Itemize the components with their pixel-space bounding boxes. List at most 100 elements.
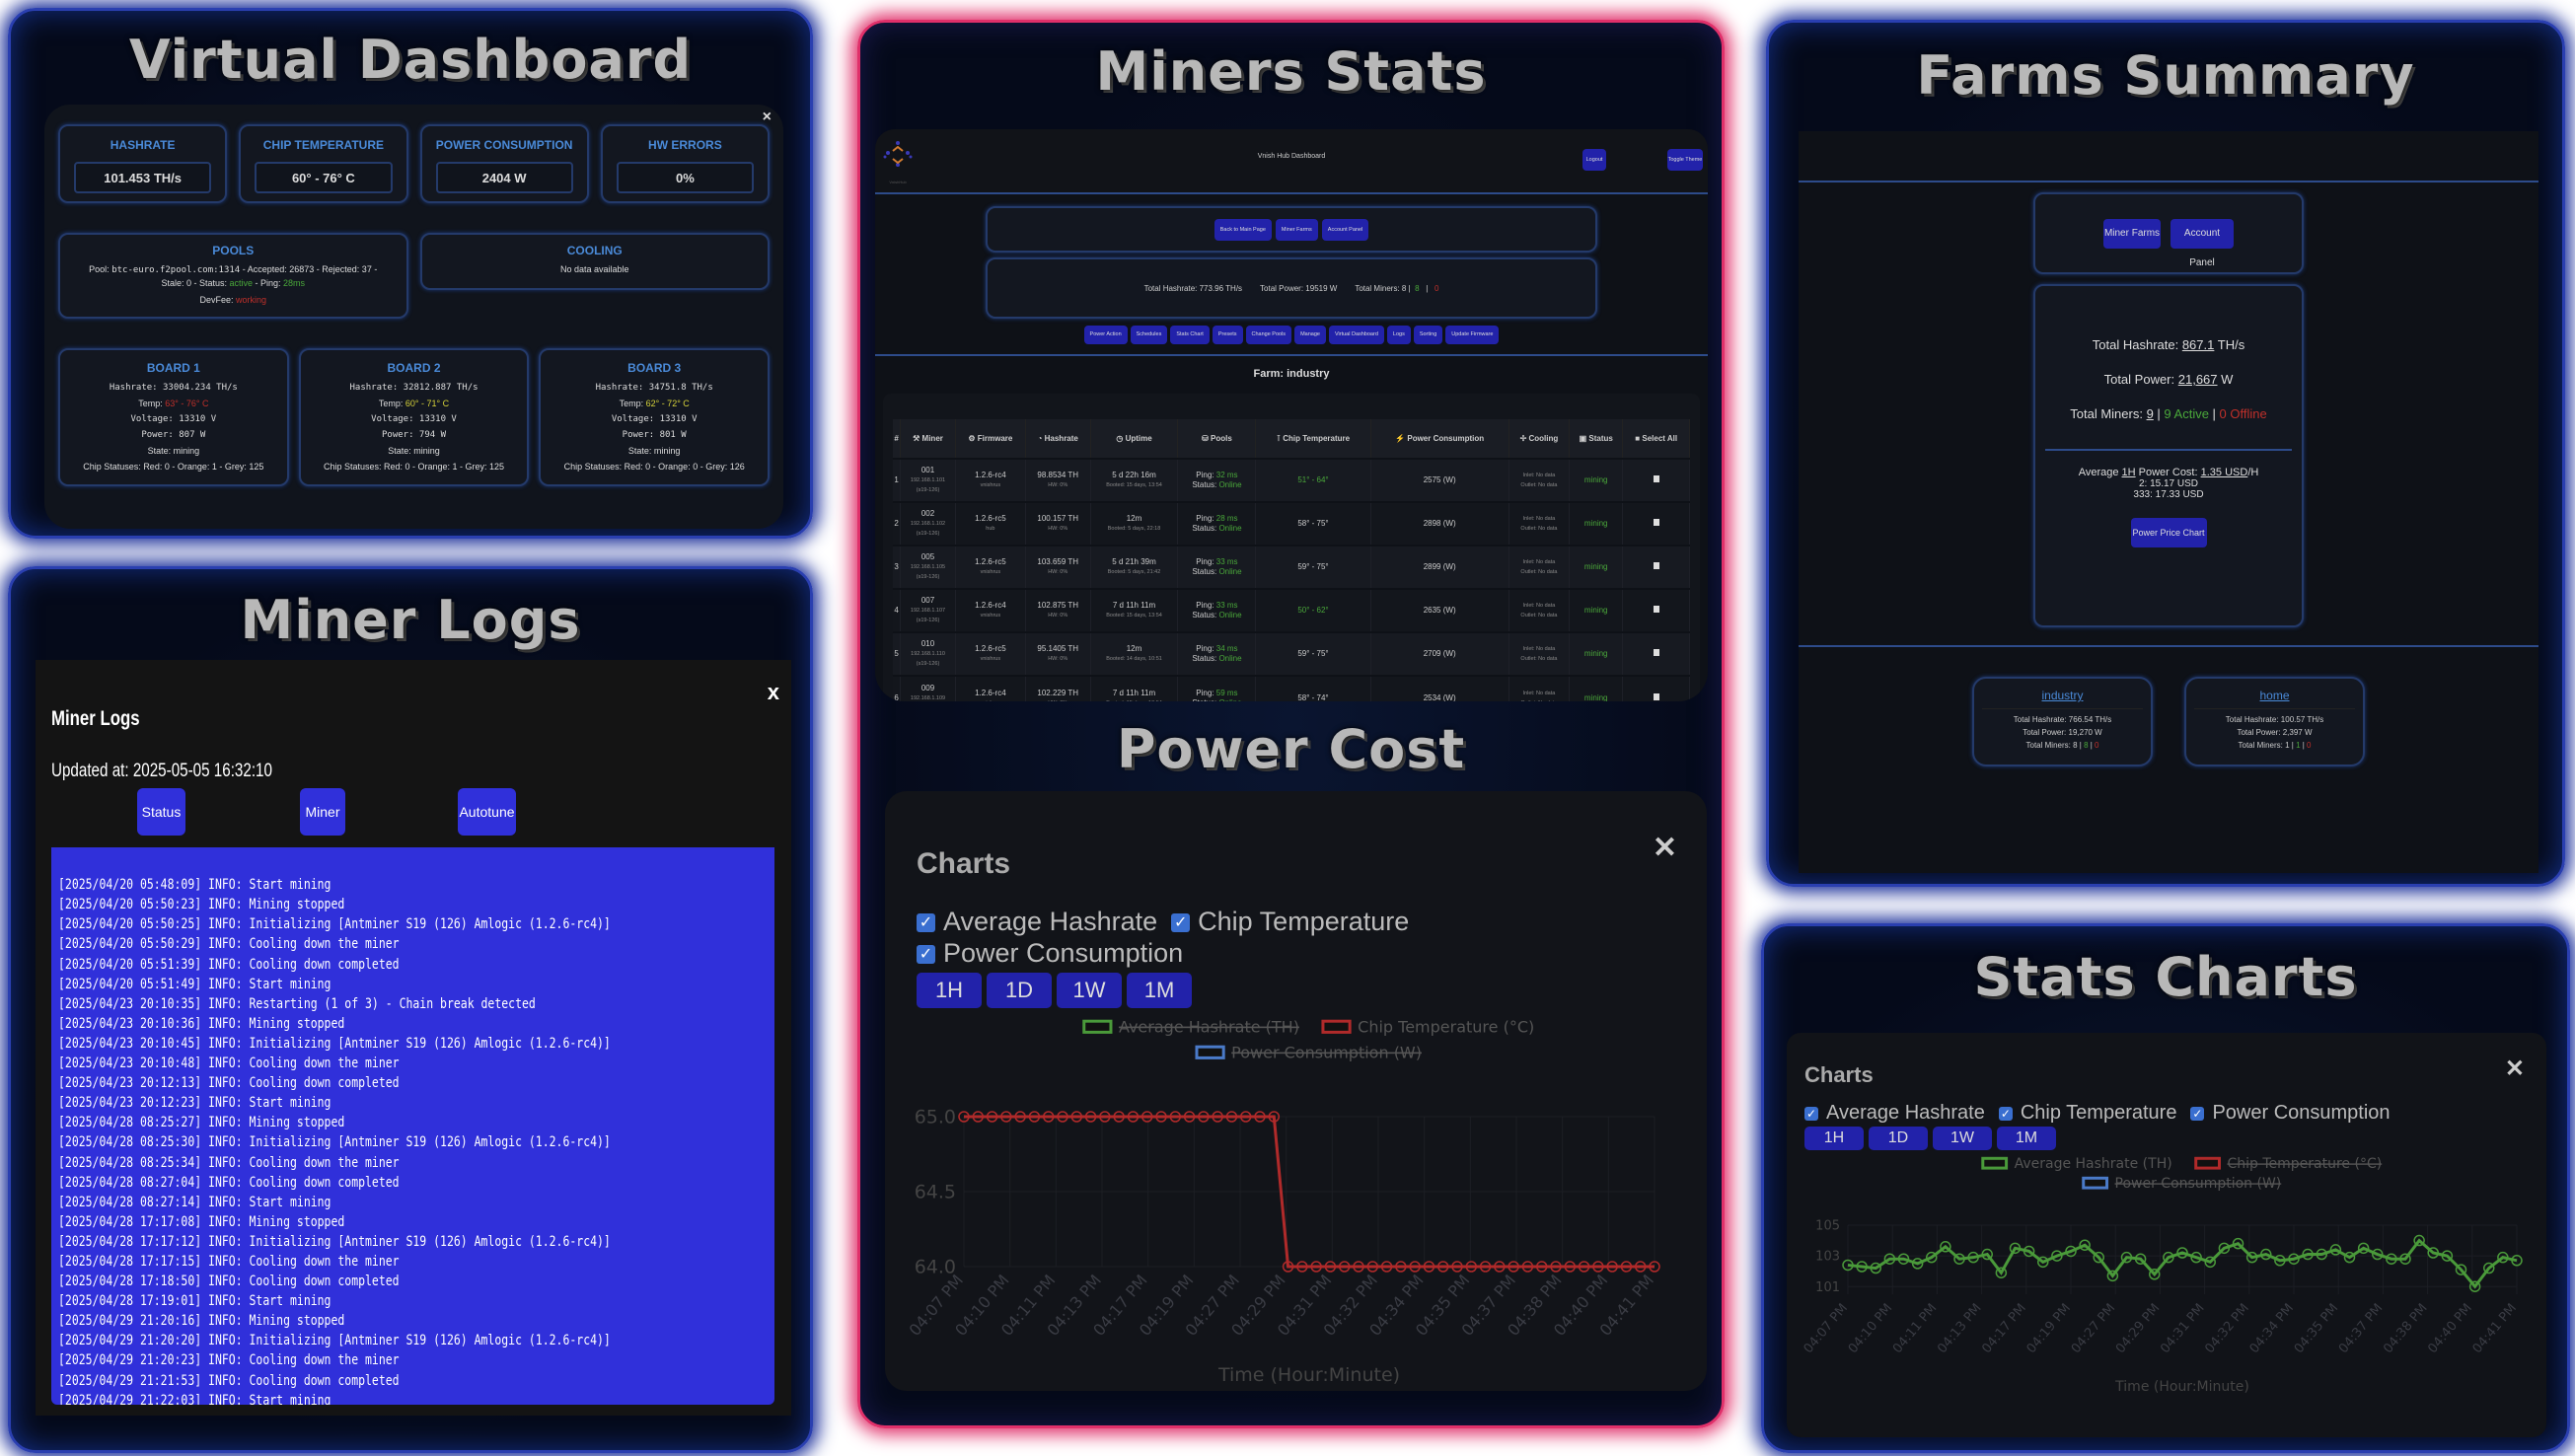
schedules-button[interactable]: Schedules (1130, 326, 1168, 344)
farm-link[interactable]: industry (1982, 689, 2143, 709)
table-row[interactable]: 6009192.168.1.109(s19-126)1.2.6-rc4vnish… (893, 675, 1690, 702)
table-row[interactable]: 1 001 192.168.1.101 (s19-126) 1.2.6-rc4 vnish… (893, 458, 1690, 502)
data-point (972, 1111, 985, 1123)
close-icon[interactable]: ✕ (2504, 1056, 2525, 1082)
farm-link[interactable]: home (2194, 689, 2355, 709)
y-tick-label: 64.0 (915, 1257, 956, 1278)
toggle-average-hashrate[interactable]: ✓ Average Hashrate (1804, 1102, 1985, 1124)
toggle-power-consumption[interactable]: ✓ Power Consumption (2190, 1102, 2391, 1124)
table-cell: 58° - 74° (1255, 675, 1371, 701)
range-button-1d[interactable]: 1D (1869, 1127, 1928, 1150)
range-button-1h[interactable]: 1H (1804, 1127, 1864, 1150)
power: 2899 (W) (1423, 562, 1456, 571)
select-checkbox[interactable] (1653, 606, 1659, 613)
n: 6 (894, 692, 899, 702)
totals-box: Total Hashrate: 773.96 TH/s Total Power:… (986, 257, 1597, 319)
table-row[interactable]: 5 010 192.168.1.110 (s19-126) 1.2.6-rc5 vnish… (893, 631, 1690, 676)
table-row[interactable]: 3 005 192.168.1.105 (s19-126) 1.2.6-rc5 vnish… (893, 545, 1690, 589)
range-button-1h[interactable]: 1H (917, 973, 982, 1008)
miner-farms-button[interactable]: Miner Farms (1275, 218, 1318, 241)
range-button-1w[interactable]: 1W (1933, 1127, 1992, 1150)
legend-item[interactable]: Average Hashrate (TH) (1981, 1156, 2172, 1172)
log-line: [2025/04/20 05:51:39] INFO: Cooling down… (58, 956, 400, 973)
checkbox-icon: ■ (1635, 434, 1643, 443)
power: 2898 (W) (1423, 519, 1456, 528)
checkbox-checked-icon[interactable]: ✓ (917, 913, 935, 933)
select-checkbox[interactable] (1653, 519, 1659, 526)
virtual-dashboard-button[interactable]: Virtual Dashboard (1328, 326, 1384, 344)
range-button-1m[interactable]: 1M (1997, 1127, 2056, 1150)
period[interactable]: 1H (2121, 467, 2136, 478)
checkbox-checked-icon[interactable]: ✓ (1171, 913, 1191, 933)
nav-box: Miner Farms Account Panel (2033, 192, 2304, 274)
range-button-1w[interactable]: 1W (1057, 973, 1122, 1008)
checkbox-checked-icon[interactable]: ✓ (2190, 1106, 2205, 1121)
manage-button[interactable]: Manage (1294, 326, 1326, 344)
change-pools-button[interactable]: Change Pools (1245, 326, 1292, 344)
select-checkbox[interactable] (1653, 649, 1659, 656)
update-firmware-button[interactable]: Update Firmware (1445, 326, 1500, 344)
stats-charts-modal: ✕ Charts ✓ Average Hashrate ✓ Chip Temperat… (1787, 1033, 2546, 1437)
close-icon[interactable]: × (762, 109, 772, 125)
miner-button[interactable]: Miner (300, 788, 345, 836)
data-point (1395, 1261, 1407, 1273)
presets-button[interactable]: Presets (1212, 326, 1243, 344)
data-point (1981, 1248, 1993, 1261)
state: mining (1583, 692, 1608, 702)
ping-value: 34 ms (1215, 644, 1238, 653)
range-button-1d[interactable]: 1D (987, 973, 1052, 1008)
legend-item[interactable]: Power Consumption (W) (2082, 1176, 2282, 1192)
status-button[interactable]: Status (137, 788, 185, 836)
series-toggles: ✓ Average Hashrate ✓ Chip Temperature ✓ Power… (917, 906, 1675, 969)
close-icon[interactable]: ✕ (1652, 832, 1677, 864)
account-panel-button[interactable]: Account Panel (2170, 218, 2234, 268)
range-button-1m[interactable]: 1M (1127, 973, 1192, 1008)
log-output[interactable]: [2025/04/20 05:48:09] INFO: Start mining… (51, 847, 774, 1405)
cooling-card: COOLING No data available (419, 233, 770, 290)
toggle-average-hashrate[interactable]: ✓ Average Hashrate (917, 906, 1157, 937)
board-state: State: mining (627, 446, 681, 456)
miners-table-wrap: # ⚒ Miner ⚙ Firmware ◔ Hashrate ◷ Uptime ⛁ Po… (883, 394, 1700, 701)
data-point (2357, 1242, 2370, 1255)
id: 001 (920, 466, 935, 474)
miner-farms-button[interactable]: Miner Farms (2103, 218, 2161, 249)
label: Status: (1192, 654, 1219, 663)
pools-cell: Ping: 28 ms Status: Online (1177, 501, 1257, 546)
logs-button[interactable]: Logs (1386, 326, 1411, 344)
power-price-chart-button[interactable]: Power Price Chart (2130, 518, 2207, 547)
table-row[interactable]: 2 002 192.168.1.102 (s19-126) 1.2.6-rc5 hub 10… (893, 501, 1690, 546)
column-header[interactable]: ■ Select All (1622, 419, 1690, 459)
legend-item[interactable]: Average Hashrate (TH) (1082, 1017, 1299, 1036)
legend-item[interactable]: Chip Temperature (°C) (2194, 1156, 2383, 1172)
back-to-main-page-button[interactable]: Back to Main Page (1214, 218, 1272, 241)
autotune-button[interactable]: Autotune (458, 788, 516, 836)
close-icon[interactable]: x (767, 680, 779, 704)
account-panel-button[interactable]: Account Panel (1321, 218, 1369, 241)
select-checkbox[interactable] (1653, 562, 1659, 569)
table-cell: mining (1569, 588, 1624, 632)
logout-button[interactable]: Logout (1582, 149, 1606, 171)
toggle-theme-button[interactable]: Toggle Theme (1667, 149, 1703, 171)
data-point (1070, 1111, 1083, 1123)
checkbox-checked-icon[interactable]: ✓ (917, 945, 935, 965)
board-title: BOARD 2 (387, 361, 441, 375)
checkbox-checked-icon[interactable]: ✓ (1998, 1106, 2013, 1121)
data-point (2051, 1250, 2063, 1262)
toggle-chip-temperature[interactable]: ✓ Chip Temperature (1998, 1102, 2176, 1124)
board-card: BOARD 1 Hashrate: 33004.234 TH/s Temp: 63°… (58, 348, 289, 486)
table-row[interactable]: 4 007 192.168.1.107 (s19-126) 1.2.6-rc4 vnish… (893, 588, 1690, 632)
toggle-power-consumption[interactable]: ✓ Power Consumption (917, 937, 1183, 969)
select-checkbox[interactable] (1653, 475, 1659, 482)
status-value: Online (1218, 567, 1242, 576)
power-action-button[interactable]: Power Action (1083, 326, 1128, 344)
column-label: Status (1588, 434, 1613, 443)
checkbox-checked-icon[interactable]: ✓ (1804, 1106, 1818, 1121)
ping: Ping: 59 ms (1178, 689, 1255, 698)
toggle-chip-temperature[interactable]: ✓ Chip Temperature (1171, 906, 1409, 937)
stats-chart-button[interactable]: Stats Chart (1170, 326, 1210, 344)
select-checkbox[interactable] (1653, 692, 1659, 700)
legend-item[interactable]: Power Consumption (W) (1195, 1043, 1422, 1061)
sorting-button[interactable]: Sorting (1413, 326, 1443, 344)
legend-item[interactable]: Chip Temperature (°C) (1321, 1017, 1534, 1036)
data-point (2260, 1248, 2272, 1261)
